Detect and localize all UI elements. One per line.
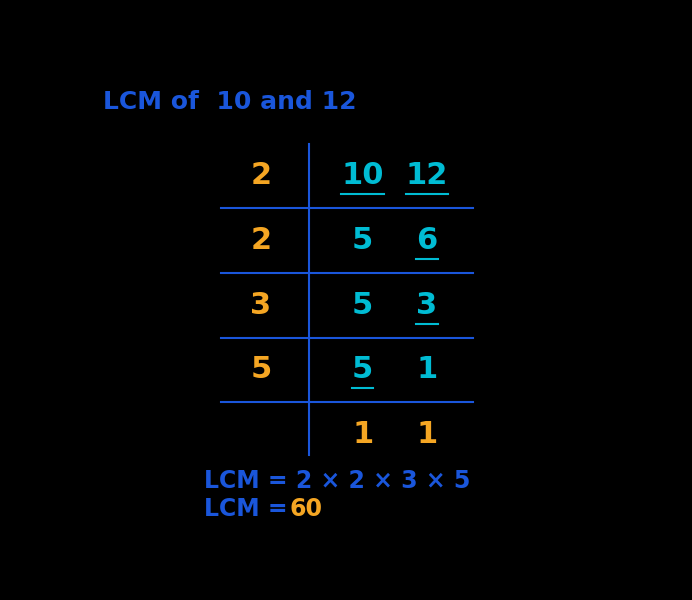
- Text: LCM of  10 and 12: LCM of 10 and 12: [102, 91, 356, 115]
- Text: 60: 60: [289, 497, 322, 521]
- Text: 5: 5: [352, 355, 373, 385]
- Text: 10: 10: [341, 161, 384, 190]
- Text: LCM =: LCM =: [205, 497, 296, 521]
- Text: 1: 1: [352, 420, 373, 449]
- Text: 5: 5: [251, 355, 271, 385]
- Text: 12: 12: [406, 161, 448, 190]
- Text: 3: 3: [417, 291, 437, 320]
- Text: 3: 3: [251, 291, 271, 320]
- Text: 6: 6: [417, 226, 437, 255]
- Text: 5: 5: [352, 291, 373, 320]
- Text: LCM = 2 × 2 × 3 × 5: LCM = 2 × 2 × 3 × 5: [205, 469, 471, 493]
- Text: 2: 2: [251, 161, 271, 190]
- Text: 1: 1: [417, 420, 437, 449]
- Text: 2: 2: [251, 226, 271, 255]
- Text: 1: 1: [417, 355, 437, 385]
- Text: 5: 5: [352, 226, 373, 255]
